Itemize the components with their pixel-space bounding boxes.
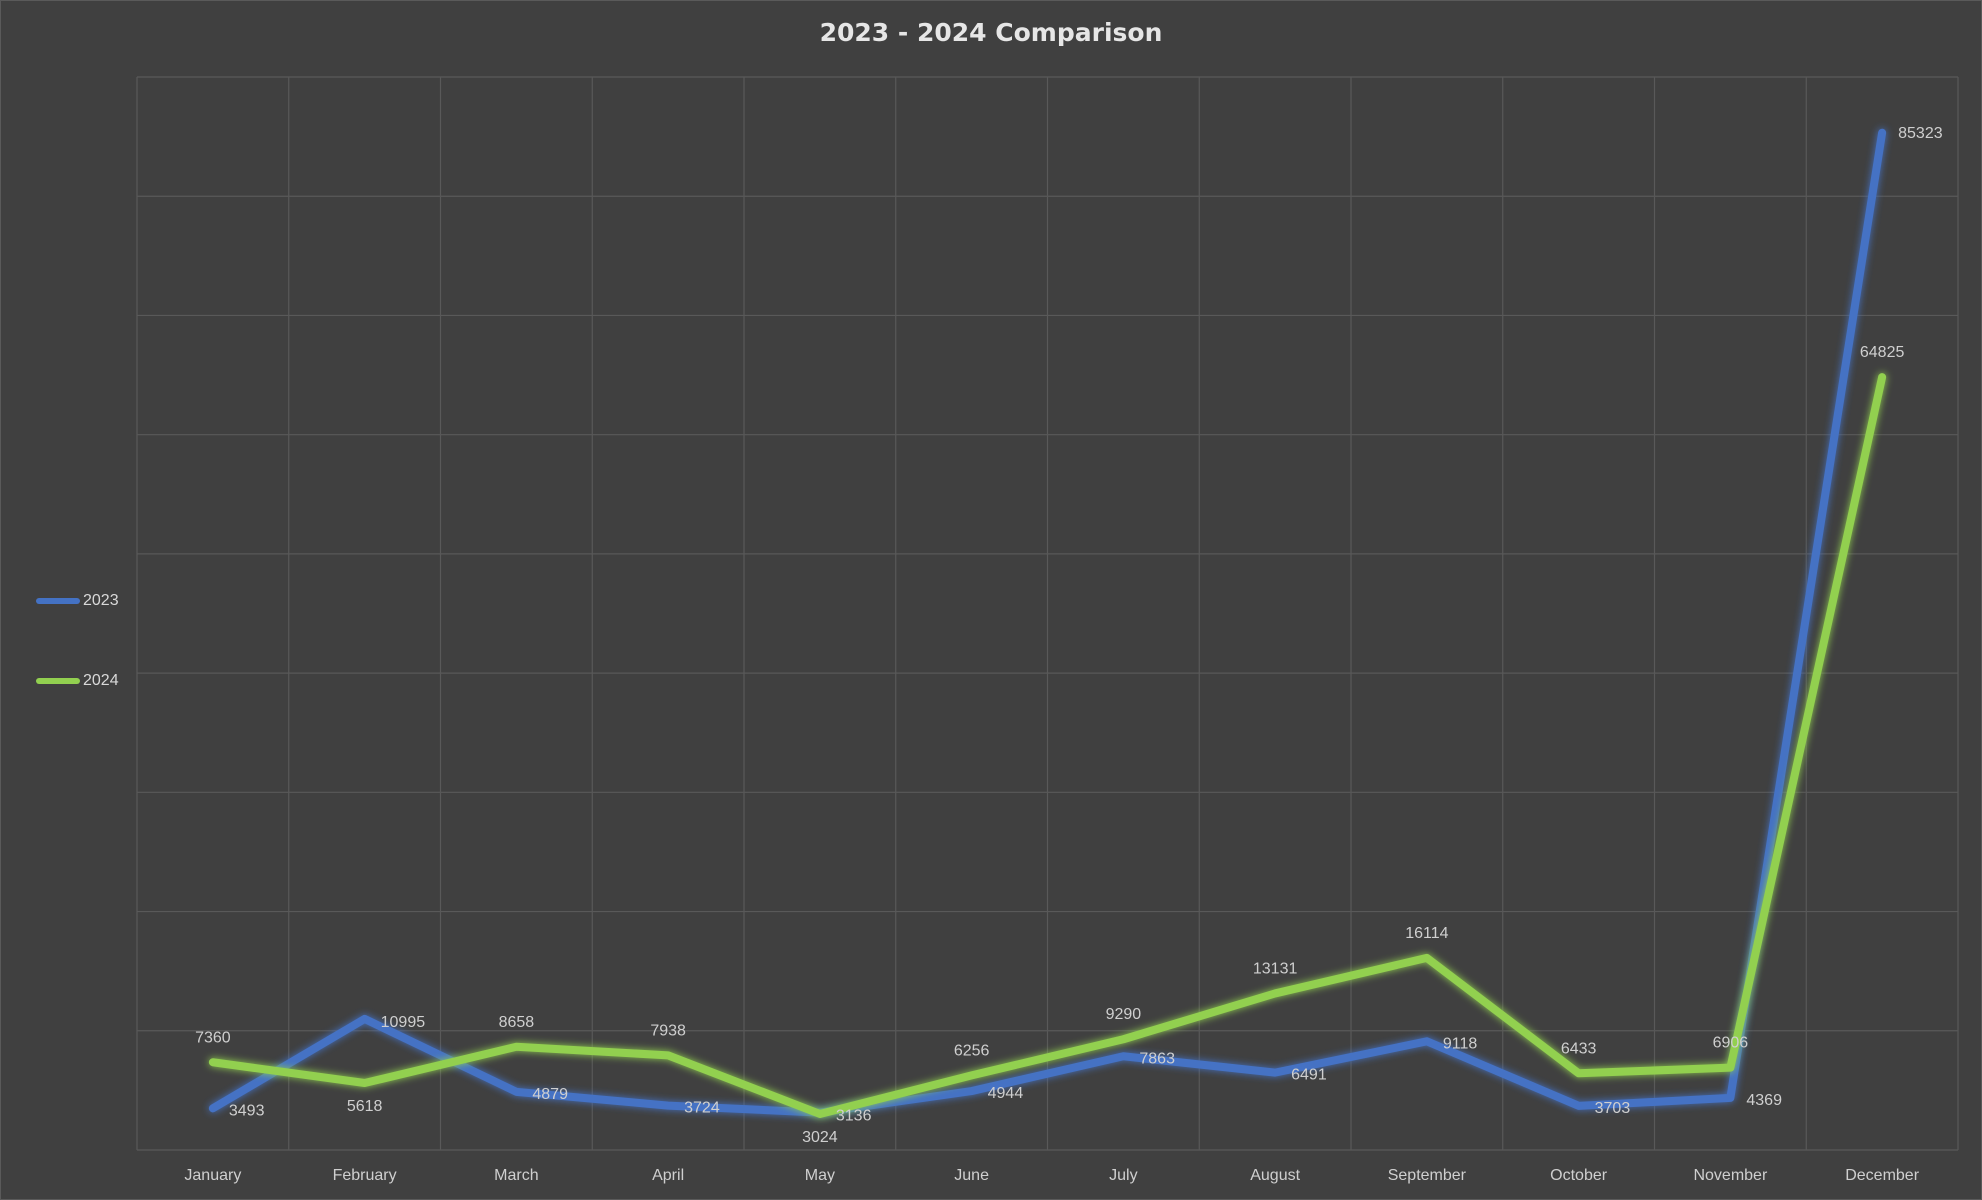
- data-label-2024-december: 64825: [1860, 344, 1905, 361]
- data-label-2023-november: 4369: [1746, 1092, 1782, 1109]
- legend-label-2024: 2024: [83, 672, 119, 689]
- series-lines: [208, 128, 1887, 1118]
- x-tick-august: August: [1250, 1167, 1300, 1184]
- data-label-2024-february: 5618: [347, 1098, 383, 1115]
- data-label-2024-january: 7360: [195, 1029, 231, 1046]
- data-label-2023-february: 10995: [381, 1014, 426, 1031]
- x-tick-march: March: [494, 1167, 538, 1184]
- x-tick-may: May: [805, 1167, 835, 1184]
- data-label-2023-july: 7863: [1139, 1050, 1175, 1067]
- legend-swatch-2024: [36, 678, 80, 684]
- data-label-2023-june: 4944: [988, 1085, 1024, 1102]
- data-label-2023-december: 85323: [1898, 125, 1943, 142]
- data-label-2023-may: 3136: [836, 1108, 872, 1125]
- x-tick-october: October: [1550, 1167, 1608, 1184]
- legend-label-2023: 2023: [83, 592, 119, 609]
- x-tick-september: September: [1388, 1167, 1467, 1184]
- legend-swatch-2023: [36, 598, 80, 604]
- x-tick-january: January: [184, 1167, 241, 1184]
- chart-title: 2023 - 2024 Comparison: [819, 18, 1163, 47]
- legend-item-2024: 2024: [36, 672, 119, 690]
- x-tick-june: June: [954, 1167, 989, 1184]
- gridlines: [136, 76, 1959, 1151]
- x-tick-december: December: [1845, 1167, 1919, 1184]
- data-label-2024-september: 16114: [1405, 925, 1448, 942]
- data-label-2023-april: 3724: [684, 1100, 720, 1117]
- data-label-2024-july: 9290: [1106, 1006, 1142, 1023]
- data-label-2023-october: 3703: [1595, 1100, 1631, 1117]
- x-tick-november: November: [1693, 1167, 1767, 1184]
- data-label-2023-september: 9118: [1443, 1035, 1478, 1052]
- x-tick-february: February: [333, 1167, 397, 1184]
- x-tick-april: April: [652, 1167, 684, 1184]
- data-labels: 3493 10995 4879 3724 3136 4944 7863 6491 9118 370…: [195, 125, 1943, 1146]
- data-label-2024-march: 8658: [499, 1014, 535, 1031]
- data-label-2023-august: 6491: [1291, 1067, 1327, 1084]
- data-label-2024-august: 13131: [1253, 960, 1298, 977]
- series-line-2023: [208, 128, 1887, 1117]
- x-axis-labels: January February March April May June July Augu…: [184, 1167, 1919, 1184]
- data-label-2024-april: 7938: [650, 1022, 686, 1039]
- data-label-2023-march: 4879: [532, 1086, 568, 1103]
- series-line-2024: [208, 373, 1887, 1118]
- data-label-2023-january: 3493: [229, 1102, 265, 1119]
- data-label-2024-november: 6906: [1713, 1035, 1749, 1052]
- data-label-2024-june: 6256: [954, 1042, 990, 1059]
- data-label-2024-may: 3024: [802, 1129, 838, 1146]
- legend-item-2023: 2023: [36, 592, 119, 610]
- data-label-2024-october: 6433: [1561, 1040, 1597, 1057]
- x-tick-july: July: [1109, 1167, 1137, 1184]
